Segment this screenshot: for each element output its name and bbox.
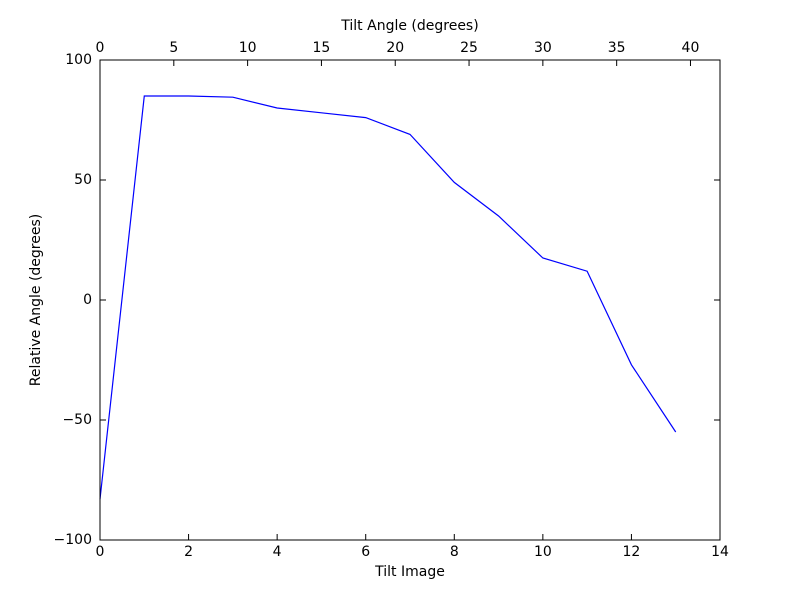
data-line [99,95,677,500]
x-tick-label: 0 [96,544,105,560]
x-tick-label: 2 [184,544,193,560]
x-tick-label: 4 [273,544,282,560]
x2-tick-label: 0 [96,40,105,56]
y-tick-label: −100 [54,532,92,548]
x2-tick-label: 40 [682,40,700,56]
y-tick-label: 0 [83,292,92,308]
y-tick-label: −50 [62,412,92,428]
y-tick-label: 100 [65,52,92,68]
x2-tick-label: 10 [239,40,257,56]
y-axis-label: Relative Angle (degrees) [28,214,44,386]
x-tick-label: 10 [534,544,552,560]
x-axis-label: Tilt Image [374,564,445,580]
x2-axis-label: Tilt Angle (degrees) [340,18,478,34]
y-tick-label: 50 [74,172,92,188]
x2-tick-label: 30 [534,40,552,56]
x2-tick-label: 25 [460,40,478,56]
x-tick-label: 6 [361,544,370,560]
x-tick-label: 8 [450,544,459,560]
x-tick-label: 12 [623,544,641,560]
x2-tick-label: 35 [608,40,626,56]
x2-tick-label: 5 [169,40,178,56]
x-tick-label: 14 [711,544,729,560]
plot-frame [99,59,721,541]
x2-tick-label: 15 [313,40,331,56]
x2-tick-label: 20 [386,40,404,56]
